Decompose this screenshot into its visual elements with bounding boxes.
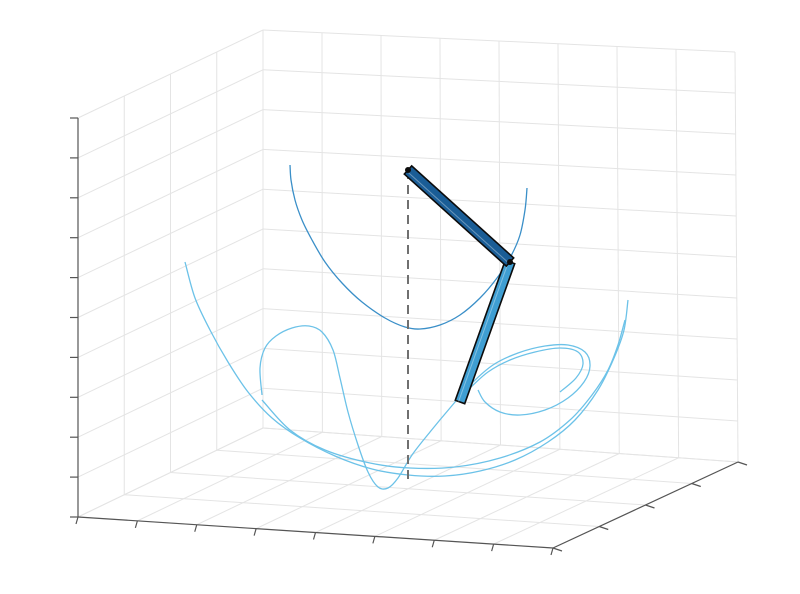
x-axis-tick <box>312 532 317 540</box>
x-axis-tick <box>431 540 435 548</box>
y-axis-tick <box>737 461 748 466</box>
trace-looping-trace <box>259 325 591 490</box>
x-axis-tick <box>253 528 257 536</box>
pendulum-link-1-highlight <box>406 170 510 264</box>
grid-line <box>734 51 739 463</box>
x-axis-tick <box>491 543 495 552</box>
grid-line <box>124 494 600 527</box>
x-axis-tick <box>194 524 198 532</box>
grid-line <box>262 427 739 463</box>
pivot-joint <box>405 167 411 173</box>
pendulum-link-2-highlight <box>458 261 510 402</box>
x-axis-tick <box>550 547 554 556</box>
y-axis-tick <box>599 525 609 531</box>
grid-line <box>170 472 646 506</box>
axes-layer <box>70 117 748 556</box>
grid-line <box>557 43 561 450</box>
x-axis-tick <box>134 520 138 529</box>
pendulum-link-2 <box>454 259 516 405</box>
grid-line <box>616 46 620 454</box>
grid-layer <box>77 29 739 549</box>
trace-looping-trace-2 <box>469 347 584 393</box>
grid-line <box>380 35 383 437</box>
x-axis-tick <box>372 536 376 544</box>
pendulum-link-1 <box>403 164 515 268</box>
trace-lower-envelope-2 <box>261 319 626 470</box>
grid-line <box>439 38 442 441</box>
grid-line <box>675 49 680 458</box>
x-axis-tick <box>75 516 79 525</box>
pendulum-layer <box>403 164 516 485</box>
y-axis-tick <box>552 547 563 552</box>
grid-line <box>498 40 501 446</box>
y-axis-tick <box>645 504 655 509</box>
elbow-joint <box>507 259 513 265</box>
traces-layer <box>184 164 629 490</box>
y-axis-tick <box>691 482 701 488</box>
trace-lower-envelope <box>184 261 629 477</box>
